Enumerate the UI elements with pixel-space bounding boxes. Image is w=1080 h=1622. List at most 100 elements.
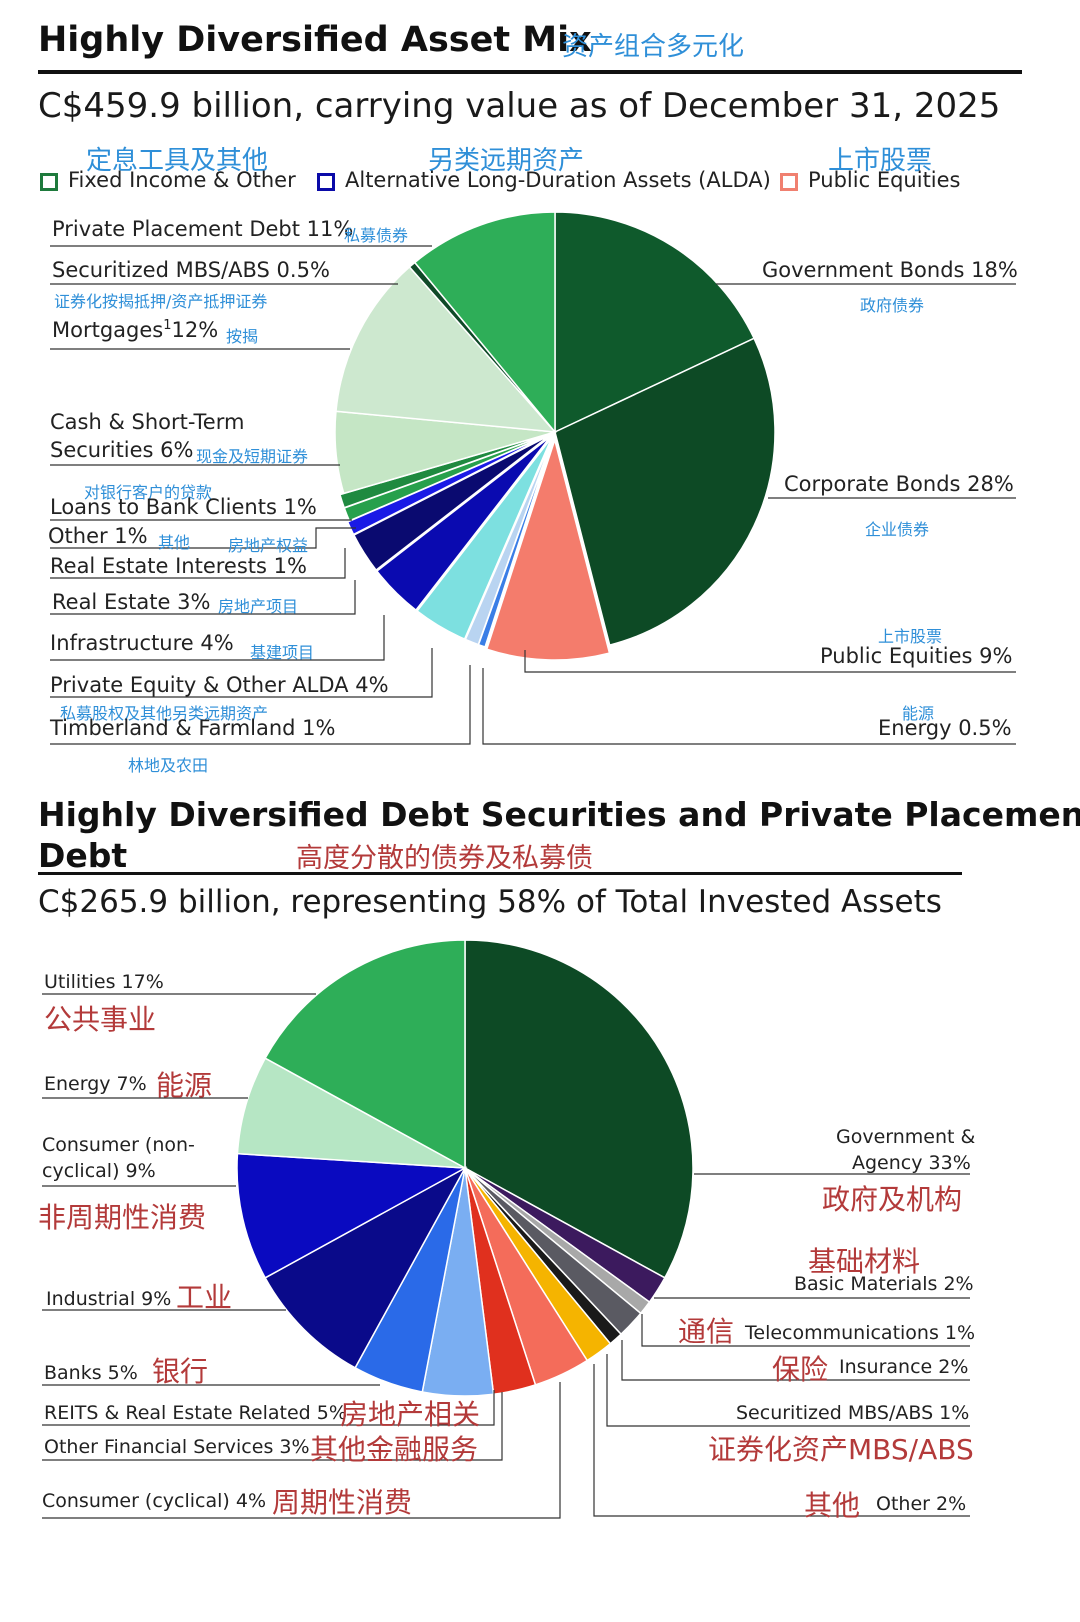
label2-cons-cn: 非周期性消费: [38, 1201, 207, 1234]
label2-gov-line1: Government &: [836, 1126, 976, 1148]
label2-tel: Telecommunications 1%: [745, 1322, 976, 1344]
label2-ind: Industrial 9%: [46, 1288, 172, 1310]
pie1-slice-private-equity-other-alda: [416, 436, 553, 641]
label2-cons-line2: cyclical) 9%: [42, 1160, 156, 1182]
legend-cn-public-equities: 上市股票: [828, 146, 933, 176]
legend-label-public-equities: Public Equities: [808, 168, 961, 192]
label2-smbs-cn: 证券化资产MBS/ABS: [708, 1433, 974, 1466]
section2-title-line2: Debt: [38, 836, 128, 875]
label-tf: Timberland & Farmland 1%: [50, 716, 336, 740]
legend-label-alda: Alternative Long-Duration Assets (ALDA): [345, 168, 771, 192]
leader-pe: [50, 648, 433, 698]
leader-energy: [482, 668, 1016, 745]
label-ppd: Private Placement Debt 11%: [52, 217, 354, 241]
label2-oth: Other 2%: [876, 1493, 967, 1515]
leader-ins: [621, 1340, 970, 1381]
leader-reits: [42, 1390, 495, 1426]
leader-oth: [593, 1364, 970, 1517]
label2-ins: Insurance 2%: [839, 1356, 969, 1378]
label2-reits: REITS & Real Estate Related 5%: [44, 1402, 347, 1424]
pie1-slice-real-estate: [352, 434, 551, 572]
label-mortgages-cn: 按揭: [226, 327, 259, 346]
label-pe: Private Equity & Other ALDA 4%: [50, 673, 389, 697]
label2-cc-cn: 周期性消费: [272, 1486, 413, 1519]
label2-bm: Basic Materials 2%: [794, 1273, 974, 1295]
label2-gov-line2: Agency 33%: [852, 1152, 971, 1174]
label-corp-cn: 企业债券: [865, 520, 930, 539]
pie-debt-securities: [236, 939, 694, 1397]
label-gov-cn: 政府债券: [860, 296, 925, 315]
label2-energy-cn: 能源: [156, 1069, 213, 1102]
pie1-slice-loans-to-bank-clients: [339, 432, 552, 509]
pie1-slice-private-placement-debt: [413, 211, 556, 435]
label2-banks-cn: 银行: [152, 1355, 209, 1388]
label-public-cn: 上市股票: [878, 627, 943, 646]
label-gov: Government Bonds 18%: [762, 258, 1018, 282]
pie1-slice-mortgages: [335, 265, 557, 433]
label-rei: Real Estate Interests 1%: [50, 554, 307, 578]
leader-cc: [42, 1382, 561, 1519]
legend-cn-fixed-income: 定息工具及其他: [86, 146, 269, 176]
label2-cc: Consumer (cyclical) 4%: [42, 1490, 266, 1512]
label-tf-cn: 林地及农田: [128, 756, 209, 775]
label2-oth-cn: 其他: [804, 1489, 861, 1522]
leader-lines: [42, 245, 1016, 1519]
label-mortgages-text: Mortgages: [52, 318, 164, 342]
pie2-slice-government-agency: [464, 939, 694, 1279]
label-other-cn: 其他: [158, 533, 191, 552]
label-infra: Infrastructure 4%: [50, 631, 234, 655]
label-ppd-cn: 私募债券: [344, 226, 409, 245]
label-pe-cn: 私募股权及其他另类远期资产: [60, 704, 269, 723]
label2-gov-cn: 政府及机构: [822, 1183, 963, 1216]
legend-swatch-alda: [317, 173, 335, 191]
label-mortgages: Mortgages112%: [52, 318, 218, 342]
label2-ind-cn: 工业: [176, 1281, 233, 1314]
label-other: Other 1%: [48, 524, 148, 548]
leader-infra: [50, 615, 385, 661]
leader-rei: [50, 548, 346, 579]
pie1-slice-corporate-bonds: [554, 337, 776, 647]
label2-energy: Energy 7%: [44, 1073, 147, 1095]
label-energy-cn: 能源: [902, 704, 935, 723]
section2-subtitle: C$265.9 billion, representing 58% of Tot…: [38, 884, 942, 920]
pie1-slice-timberland-farmland: [464, 437, 554, 646]
label-loans: Loans to Bank Clients 1%: [50, 495, 317, 519]
label2-tel-cn: 通信: [678, 1315, 735, 1348]
label-corp: Corporate Bonds 28%: [784, 472, 1014, 496]
section2-title-rule: [38, 872, 962, 875]
section1-subtitle: C$459.9 billion, carrying value as of De…: [38, 86, 1001, 126]
label-cash-line2: Securities 6%: [50, 438, 194, 462]
section1-title: Highly Diversified Asset Mix: [38, 20, 592, 60]
leader-re: [50, 580, 356, 615]
leader-smbs2: [606, 1354, 970, 1427]
legend-cn-alda: 另类远期资产: [428, 146, 585, 176]
pie1-slice-infrastructure: [375, 435, 552, 612]
leader-tf: [50, 665, 471, 745]
label2-reits-cn: 房地产相关: [340, 1398, 481, 1431]
legend-label-fixed-income: Fixed Income & Other: [68, 168, 296, 192]
leader-other: [50, 527, 356, 549]
leader-ofs: [42, 1392, 503, 1461]
leader-public: [524, 650, 1016, 673]
label-cash-cn: 现金及短期证券: [196, 447, 309, 466]
label-re: Real Estate 3%: [52, 590, 211, 614]
pie2-slice-consumer-non-cyclical: [236, 1152, 468, 1279]
legend-swatch-fixed-income: [40, 173, 58, 191]
label-cash-line1: Cash & Short-Term: [50, 410, 245, 434]
section1-title-cn: 资产组合多元化: [562, 32, 745, 62]
label-energy: Energy 0.5%: [878, 716, 1012, 740]
section1-title-rule: [38, 70, 1022, 74]
label2-bm-cn: 基础材料: [808, 1245, 921, 1278]
label-public: Public Equities 9%: [820, 644, 1013, 668]
label-re-cn: 房地产项目: [218, 597, 299, 616]
label-infra-cn: 基建项目: [250, 643, 315, 662]
pie1-slice-public-equities: [485, 437, 611, 661]
label-mortgages-pct: 12%: [171, 318, 219, 342]
label-loans-cn: 对银行客户的贷款: [84, 483, 213, 502]
label2-ofs: Other Financial Services 3%: [44, 1436, 310, 1458]
section2-title-line1: Highly Diversified Debt Securities and P…: [38, 795, 1080, 834]
label2-util: Utilities 17%: [44, 971, 164, 993]
pie2-slice-industrial: [264, 1166, 467, 1369]
label-rei-cn: 房地产权益: [228, 536, 309, 555]
